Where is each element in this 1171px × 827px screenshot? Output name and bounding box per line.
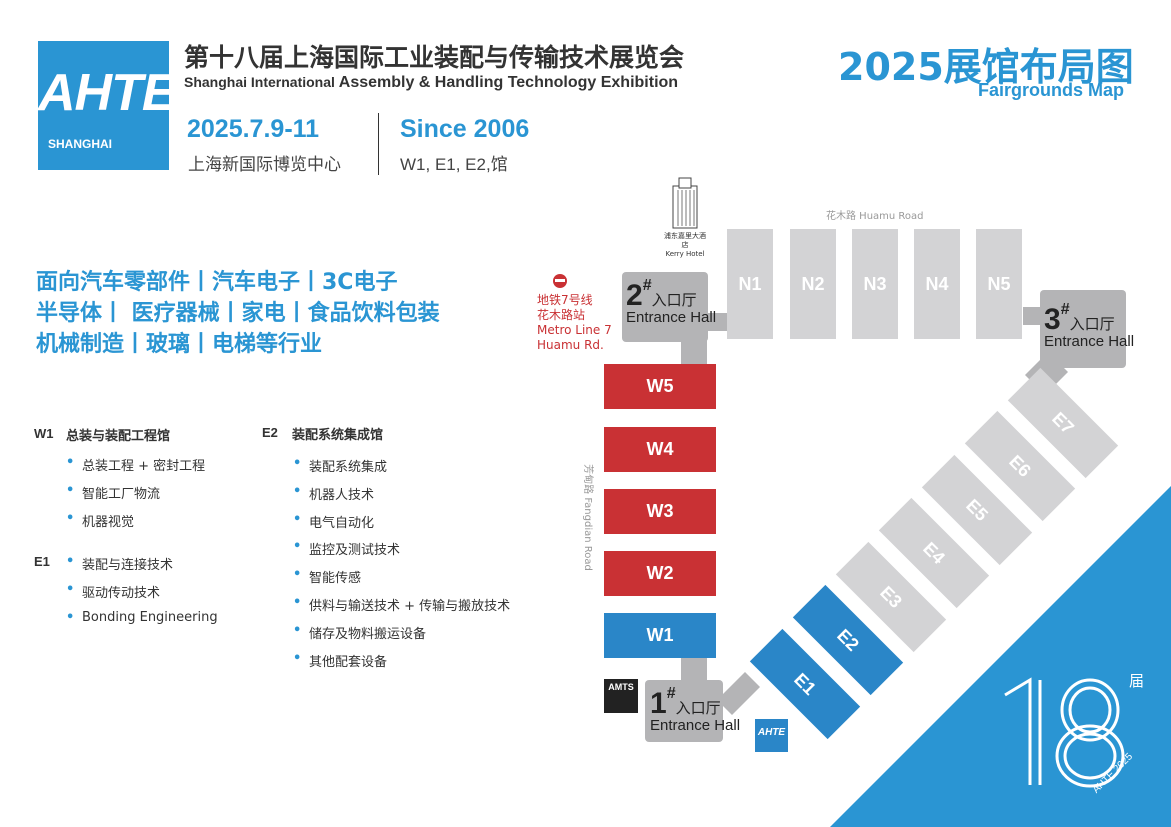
metro-line-en: Metro Line 7 [537, 323, 612, 337]
entrance-1-label: 1#入口厅 Entrance Hall [650, 685, 741, 734]
list-item: 装配与连接技术 [66, 554, 173, 573]
halls-list: W1, E1, E2,馆 [400, 155, 508, 174]
entrance-hall-2[interactable] [622, 272, 708, 342]
hall-name-e2: 装配系统集成馆 [292, 428, 384, 443]
ahte-mini-logo: AHTE [755, 719, 788, 752]
list-item: 电气自动化 [293, 512, 374, 531]
metro-icon [553, 274, 567, 288]
entrance-hall-3[interactable] [1040, 290, 1126, 368]
badge-18-icon [1004, 677, 1125, 788]
hotel-label: 浦东嘉里大酒店 Kerry Hotel [661, 232, 709, 259]
list-item: 装配系统集成 [293, 456, 387, 475]
hall-w2[interactable]: W2 [604, 551, 716, 596]
hall-n2[interactable]: N2 [790, 229, 836, 339]
title-en-prefix: Shanghai International [184, 74, 335, 90]
since-year: Since 2006 [400, 115, 530, 143]
hall-name-w1: 总装与装配工程馆 [66, 429, 171, 444]
hall-n5[interactable]: N5 [976, 229, 1022, 339]
exhibition-title-en: Shanghai International Assembly & Handli… [184, 74, 678, 92]
header-divider [378, 113, 379, 175]
industry-line-2: 半导体丨 医疗器械丨家电丨食品饮料包装 [36, 301, 440, 326]
badge-suffix: 届 [1129, 672, 1145, 690]
exhibition-title-cn: 第十八届上海国际工业装配与传输技术展览会 [184, 43, 685, 72]
list-item: 总装工程 + 密封工程 [66, 455, 205, 474]
list-item: 智能传感 [293, 567, 361, 586]
map-subtitle: Fairgrounds Map [978, 80, 1125, 100]
exhibition-venue: 上海新国际博览中心 [188, 155, 341, 175]
list-item: 其他配套设备 [293, 651, 387, 670]
list-item: 监控及测试技术 [293, 539, 400, 558]
hall-w4[interactable]: W4 [604, 427, 716, 472]
industry-line-3: 机械制造丨玻璃丨电梯等行业 [36, 332, 323, 357]
list-item: 智能工厂物流 [66, 483, 160, 502]
metro-station-cn: 花木路站 [537, 308, 586, 322]
list-item: 机器视觉 [66, 511, 134, 530]
hotel-building-icon [672, 177, 698, 229]
hall-code-e2: E2 [262, 425, 278, 440]
logo-text: AHTE [38, 64, 177, 122]
hall-w1[interactable]: W1 [604, 613, 716, 658]
entrance-hall-1[interactable] [645, 680, 723, 742]
map-title: 2025展馆布局图 [838, 45, 1134, 89]
hotel-name-cn: 浦东嘉里大酒店 [664, 232, 706, 249]
list-item: 供料与输送技术 + 传输与搬放技术 [293, 595, 510, 614]
metro-line-cn: 地铁7号线 [537, 293, 593, 307]
hall-code-w1: W1 [34, 426, 54, 441]
metro-station-en: Huamu Rd. [537, 338, 604, 352]
hall-n1[interactable]: N1 [727, 229, 773, 339]
road-west-label: 芳甸路 Fangdian Road [581, 464, 593, 571]
hotel-name-en: Kerry Hotel [665, 250, 705, 258]
entrance-2-label: 2#入口厅 Entrance Hall [626, 277, 717, 326]
metro-label: 地铁7号线 花木路站 Metro Line 7 Huamu Rd. [537, 293, 612, 353]
hall-code-e1: E1 [34, 554, 50, 569]
logo-subtext: SHANGHAI [48, 137, 113, 151]
hall-n3[interactable]: N3 [852, 229, 898, 339]
hall-w3[interactable]: W3 [604, 489, 716, 534]
hall-w5[interactable]: W5 [604, 364, 716, 409]
hall-n4[interactable]: N4 [914, 229, 960, 339]
list-item: Bonding Engineering [66, 610, 218, 625]
list-item: 机器人技术 [293, 484, 374, 503]
amts-logo: AMTS [604, 679, 638, 713]
list-item: 驱动传动技术 [66, 582, 160, 601]
list-item: 储存及物料搬运设备 [293, 623, 426, 642]
title-en-main: Assembly & Handling Technology Exhibitio… [338, 74, 679, 91]
road-north-label: 花木路 Huamu Road [826, 211, 924, 222]
industry-line-1: 面向汽车零部件丨汽车电子丨3C电子 [36, 270, 398, 295]
entrance-3-label: 3#入口厅 Entrance Hall [1044, 301, 1135, 350]
exhibition-date: 2025.7.9-11 [187, 115, 320, 143]
ahte-logo: AHTE SHANGHAI [38, 41, 177, 170]
